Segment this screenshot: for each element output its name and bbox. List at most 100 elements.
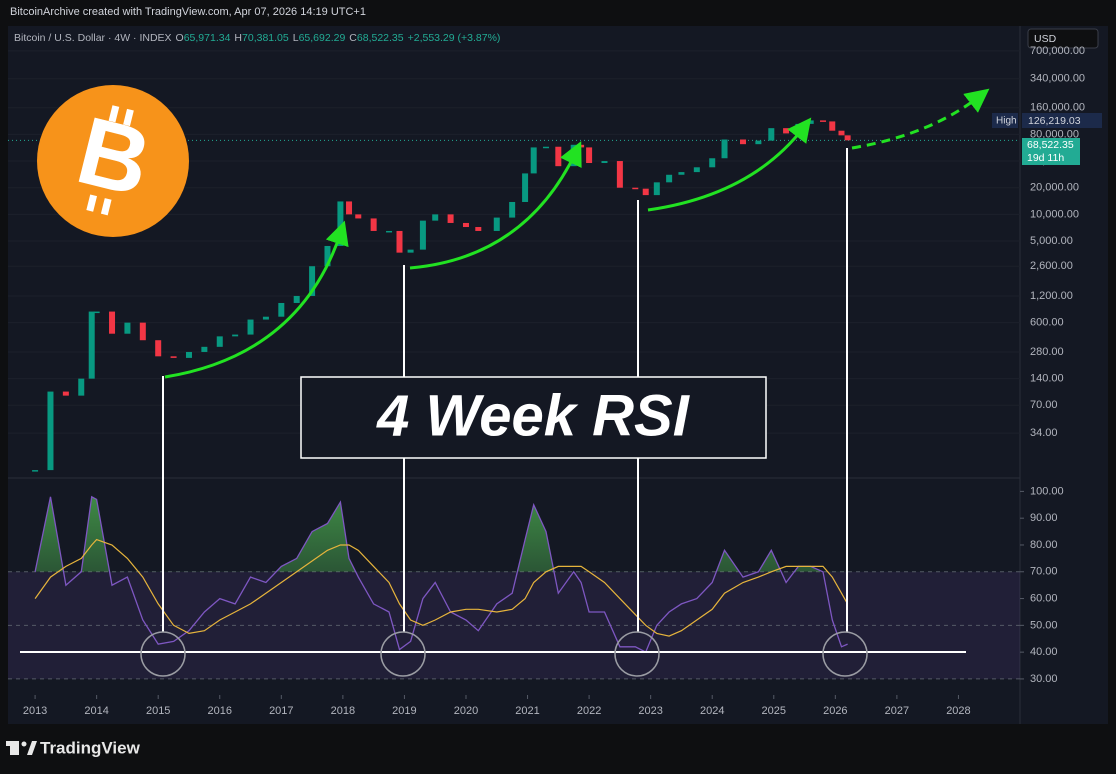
candle	[109, 311, 116, 334]
y-tick-label: 60.00	[1030, 592, 1058, 604]
y-tick-label: 340,000.00	[1030, 73, 1085, 85]
logo-bar	[123, 108, 134, 127]
x-tick-label: 2022	[577, 705, 601, 717]
candle	[346, 201, 353, 215]
x-tick-label: 2013	[23, 705, 47, 717]
candle	[93, 311, 100, 314]
candle	[432, 214, 439, 221]
candle	[124, 322, 131, 334]
candle	[509, 201, 516, 218]
candle	[586, 147, 593, 164]
annotations	[20, 148, 966, 653]
circle	[822, 631, 868, 677]
rsi-ma-line	[34, 538, 849, 637]
candle	[601, 161, 608, 164]
y-tick-label: 50.00	[1030, 619, 1058, 631]
x-tick-label: 2017	[269, 705, 293, 717]
candle	[370, 218, 377, 231]
candle	[170, 356, 177, 358]
candle	[324, 245, 331, 267]
annotation-box	[300, 376, 767, 459]
high-label: H	[234, 32, 242, 44]
y-tick-label: 10,000.00	[1030, 208, 1079, 220]
circle	[140, 631, 186, 677]
candle	[829, 121, 836, 131]
y-tick-label: 700,000.00	[1030, 45, 1085, 57]
brand-mark	[27, 741, 37, 755]
x-tick-label: 2023	[638, 705, 662, 717]
candle	[78, 378, 85, 396]
candle	[396, 230, 403, 253]
x-tick-label: 2015	[146, 705, 170, 717]
low: 65,692.29	[299, 32, 346, 44]
candle	[278, 302, 285, 317]
candle	[155, 340, 162, 357]
credit: BitcoinArchive created with TradingView.…	[10, 6, 366, 18]
candle	[530, 147, 537, 174]
candle	[447, 214, 454, 223]
candle	[185, 351, 192, 358]
open: 65,971.34	[184, 32, 231, 44]
candle	[247, 319, 254, 335]
candle	[844, 135, 851, 141]
y-tick-label: 40.00	[1030, 646, 1058, 658]
countdown: 19d 11h	[1027, 152, 1064, 164]
candle	[807, 120, 814, 124]
y-tick-label: 1,200.00	[1030, 290, 1073, 302]
y-tick-label: 30.00	[1030, 673, 1058, 685]
arrow	[409, 141, 582, 270]
y-tick-label: 600.00	[1030, 317, 1064, 329]
candle	[632, 187, 639, 190]
logo-bar	[86, 194, 98, 212]
candle	[653, 182, 660, 196]
circles	[140, 631, 868, 677]
currency-box[interactable]	[1027, 28, 1099, 49]
candle	[555, 146, 562, 167]
candle	[216, 336, 223, 347]
logo-bar	[108, 105, 120, 123]
x-tick-label: 2021	[515, 705, 539, 717]
x-tick-label: 2028	[946, 705, 970, 717]
candle	[709, 158, 716, 168]
candle	[522, 173, 529, 202]
candle	[355, 214, 362, 219]
candle	[462, 222, 469, 228]
bitcoin-logo	[37, 85, 189, 237]
y-tick-label: 80.00	[1030, 539, 1058, 551]
candle	[407, 249, 414, 253]
candle	[32, 470, 39, 472]
candle	[309, 266, 316, 296]
candle	[783, 128, 790, 134]
change: +2,553.29 (+3.87%)	[408, 32, 501, 44]
circle	[614, 631, 660, 677]
arrow	[851, 88, 990, 150]
y-tick-label: 5,000.00	[1030, 235, 1073, 247]
high-tag-label-box	[992, 113, 1018, 128]
ohlc-header: Bitcoin / U.S. Dollar · 4W · INDEX O65,97…	[14, 32, 500, 44]
candle	[755, 140, 762, 145]
overbought-fill	[35, 496, 848, 572]
chart-panel	[8, 26, 1108, 724]
x-tick-label: 2026	[823, 705, 847, 717]
y-tick-label: 70.00	[1030, 399, 1058, 411]
x-tick-label: 2020	[454, 705, 478, 717]
candle	[838, 130, 845, 136]
candle	[820, 120, 827, 122]
brand-mark	[21, 741, 27, 747]
rsi-line	[34, 495, 848, 653]
candle	[678, 172, 685, 175]
arrows	[164, 88, 990, 379]
candle	[666, 174, 673, 183]
x-tick-label: 2024	[700, 705, 724, 717]
y-tick-label: 20,000.00	[1030, 182, 1079, 194]
high-tag-box	[1022, 113, 1102, 128]
candle	[88, 311, 95, 379]
arrow	[164, 220, 349, 379]
currency[interactable]: USD	[1034, 33, 1057, 45]
x-tick-label: 2019	[392, 705, 416, 717]
candle	[47, 391, 54, 471]
candle	[419, 220, 426, 250]
high: 70,381.05	[242, 32, 289, 44]
candle	[386, 230, 393, 233]
